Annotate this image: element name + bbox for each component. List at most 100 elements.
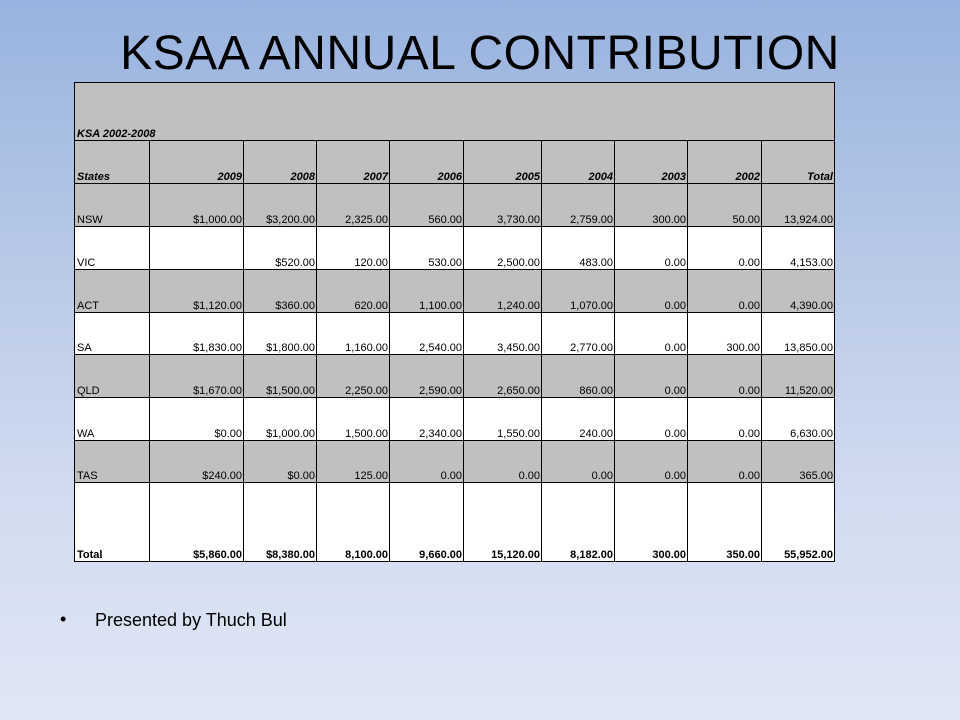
value-cell: 120.00 xyxy=(316,226,390,270)
value-cell: 2003 xyxy=(614,140,688,184)
value-cell: 0.00 xyxy=(614,354,688,398)
row-label-cell: NSW xyxy=(74,183,150,227)
value-cell: 0.00 xyxy=(614,269,688,313)
value-cell: $0.00 xyxy=(149,397,244,441)
value-cell: $3,200.00 xyxy=(243,183,317,227)
bullet-icon: • xyxy=(60,609,67,629)
contribution-table: KSA 2002-2008 States 2009 2008 2007 2006 2005… xyxy=(74,82,835,562)
value-cell: $1,830.00 xyxy=(149,312,244,355)
value-cell: 1,070.00 xyxy=(541,269,615,313)
value-cell: 8,182.00 xyxy=(541,482,615,562)
value-cell: 2005 xyxy=(463,140,542,184)
value-cell: 0.00 xyxy=(614,440,688,483)
row-label-cell: WA xyxy=(74,397,150,441)
value-cell: 3,730.00 xyxy=(463,183,542,227)
value-cell: 4,390.00 xyxy=(761,269,835,313)
table-total-row: Total $5,860.00 $8,380.00 8,100.00 9,660.00 1… xyxy=(74,482,835,562)
value-cell: 55,952.00 xyxy=(761,482,835,562)
row-label-cell: SA xyxy=(74,312,150,355)
value-cell: 2,540.00 xyxy=(389,312,464,355)
value-cell: 0.00 xyxy=(463,440,542,483)
value-cell: 2,759.00 xyxy=(541,183,615,227)
value-cell: 1,240.00 xyxy=(463,269,542,313)
value-cell: 2004 xyxy=(541,140,615,184)
table-caption-row: KSA 2002-2008 xyxy=(74,82,835,141)
value-cell: $1,000.00 xyxy=(149,183,244,227)
row-label-cell: Total xyxy=(74,482,150,562)
value-cell: 13,924.00 xyxy=(761,183,835,227)
value-cell: $8,380.00 xyxy=(243,482,317,562)
value-cell: 6,630.00 xyxy=(761,397,835,441)
value-cell: 350.00 xyxy=(687,482,762,562)
value-cell: $360.00 xyxy=(243,269,317,313)
row-label-cell: VIC xyxy=(74,226,150,270)
value-cell: $1,000.00 xyxy=(243,397,317,441)
value-cell: 2008 xyxy=(243,140,317,184)
table-row: ACT $1,120.00 $360.00 620.00 1,100.00 1,240.0… xyxy=(74,269,835,313)
value-cell: 0.00 xyxy=(389,440,464,483)
row-label-cell: ACT xyxy=(74,269,150,313)
value-cell: 13,850.00 xyxy=(761,312,835,355)
value-cell: 1,160.00 xyxy=(316,312,390,355)
value-cell: 1,500.00 xyxy=(316,397,390,441)
value-cell: 2,250.00 xyxy=(316,354,390,398)
row-label-cell: States xyxy=(74,140,150,184)
value-cell: 8,100.00 xyxy=(316,482,390,562)
value-cell: 4,153.00 xyxy=(761,226,835,270)
value-cell: 125.00 xyxy=(316,440,390,483)
value-cell xyxy=(149,226,244,270)
table-row: QLD $1,670.00 $1,500.00 2,250.00 2,590.00 2,6… xyxy=(74,354,835,398)
table-header-row: States 2009 2008 2007 2006 2005 2004 2003 2002 To… xyxy=(74,140,835,184)
value-cell: 2007 xyxy=(316,140,390,184)
table-row: WA $0.00 $1,000.00 1,500.00 2,340.00 1,550.00… xyxy=(74,397,835,441)
value-cell: 2,650.00 xyxy=(463,354,542,398)
table-caption: KSA 2002-2008 xyxy=(74,82,835,141)
value-cell: 0.00 xyxy=(687,226,762,270)
value-cell: 2,500.00 xyxy=(463,226,542,270)
value-cell: 0.00 xyxy=(614,226,688,270)
value-cell: 530.00 xyxy=(389,226,464,270)
table-row: NSW $1,000.00 $3,200.00 2,325.00 560.00 3,730… xyxy=(74,183,835,227)
table-row: SA $1,830.00 $1,800.00 1,160.00 2,540.00 3,45… xyxy=(74,312,835,355)
value-cell: 2002 xyxy=(687,140,762,184)
value-cell: 300.00 xyxy=(614,482,688,562)
value-cell: 2,770.00 xyxy=(541,312,615,355)
value-cell: 1,100.00 xyxy=(389,269,464,313)
value-cell: 300.00 xyxy=(687,312,762,355)
value-cell: $0.00 xyxy=(243,440,317,483)
value-cell: 1,550.00 xyxy=(463,397,542,441)
value-cell: $1,670.00 xyxy=(149,354,244,398)
value-cell: 0.00 xyxy=(614,397,688,441)
value-cell: 860.00 xyxy=(541,354,615,398)
value-cell: 3,450.00 xyxy=(463,312,542,355)
value-cell: 0.00 xyxy=(541,440,615,483)
value-cell: 2,325.00 xyxy=(316,183,390,227)
value-cell: 9,660.00 xyxy=(389,482,464,562)
value-cell: 2006 xyxy=(389,140,464,184)
value-cell: 0.00 xyxy=(687,354,762,398)
value-cell: $520.00 xyxy=(243,226,317,270)
value-cell: 0.00 xyxy=(687,397,762,441)
value-cell: $1,500.00 xyxy=(243,354,317,398)
table-row: VIC $520.00 120.00 530.00 2,500.00 483.00 0.00… xyxy=(74,226,835,270)
value-cell: $5,860.00 xyxy=(149,482,244,562)
value-cell: 620.00 xyxy=(316,269,390,313)
value-cell: 0.00 xyxy=(687,269,762,313)
value-cell: 2,590.00 xyxy=(389,354,464,398)
table-row: TAS $240.00 $0.00 125.00 0.00 0.00 0.00 0.00 0.0… xyxy=(74,440,835,483)
value-cell: 0.00 xyxy=(614,312,688,355)
value-cell: 483.00 xyxy=(541,226,615,270)
presenter-text: Presented by Thuch Bul xyxy=(95,610,287,630)
value-cell: 2,340.00 xyxy=(389,397,464,441)
value-cell: 2009 xyxy=(149,140,244,184)
value-cell: 0.00 xyxy=(687,440,762,483)
value-cell: 365.00 xyxy=(761,440,835,483)
value-cell: 240.00 xyxy=(541,397,615,441)
value-cell: 11,520.00 xyxy=(761,354,835,398)
row-label-cell: QLD xyxy=(74,354,150,398)
table-body: KSA 2002-2008 States 2009 2008 2007 2006 2005… xyxy=(74,82,835,562)
value-cell: 50.00 xyxy=(687,183,762,227)
value-cell: Total xyxy=(761,140,835,184)
slide-title: KSAA ANNUAL CONTRIBUTION xyxy=(120,27,840,80)
value-cell: $240.00 xyxy=(149,440,244,483)
